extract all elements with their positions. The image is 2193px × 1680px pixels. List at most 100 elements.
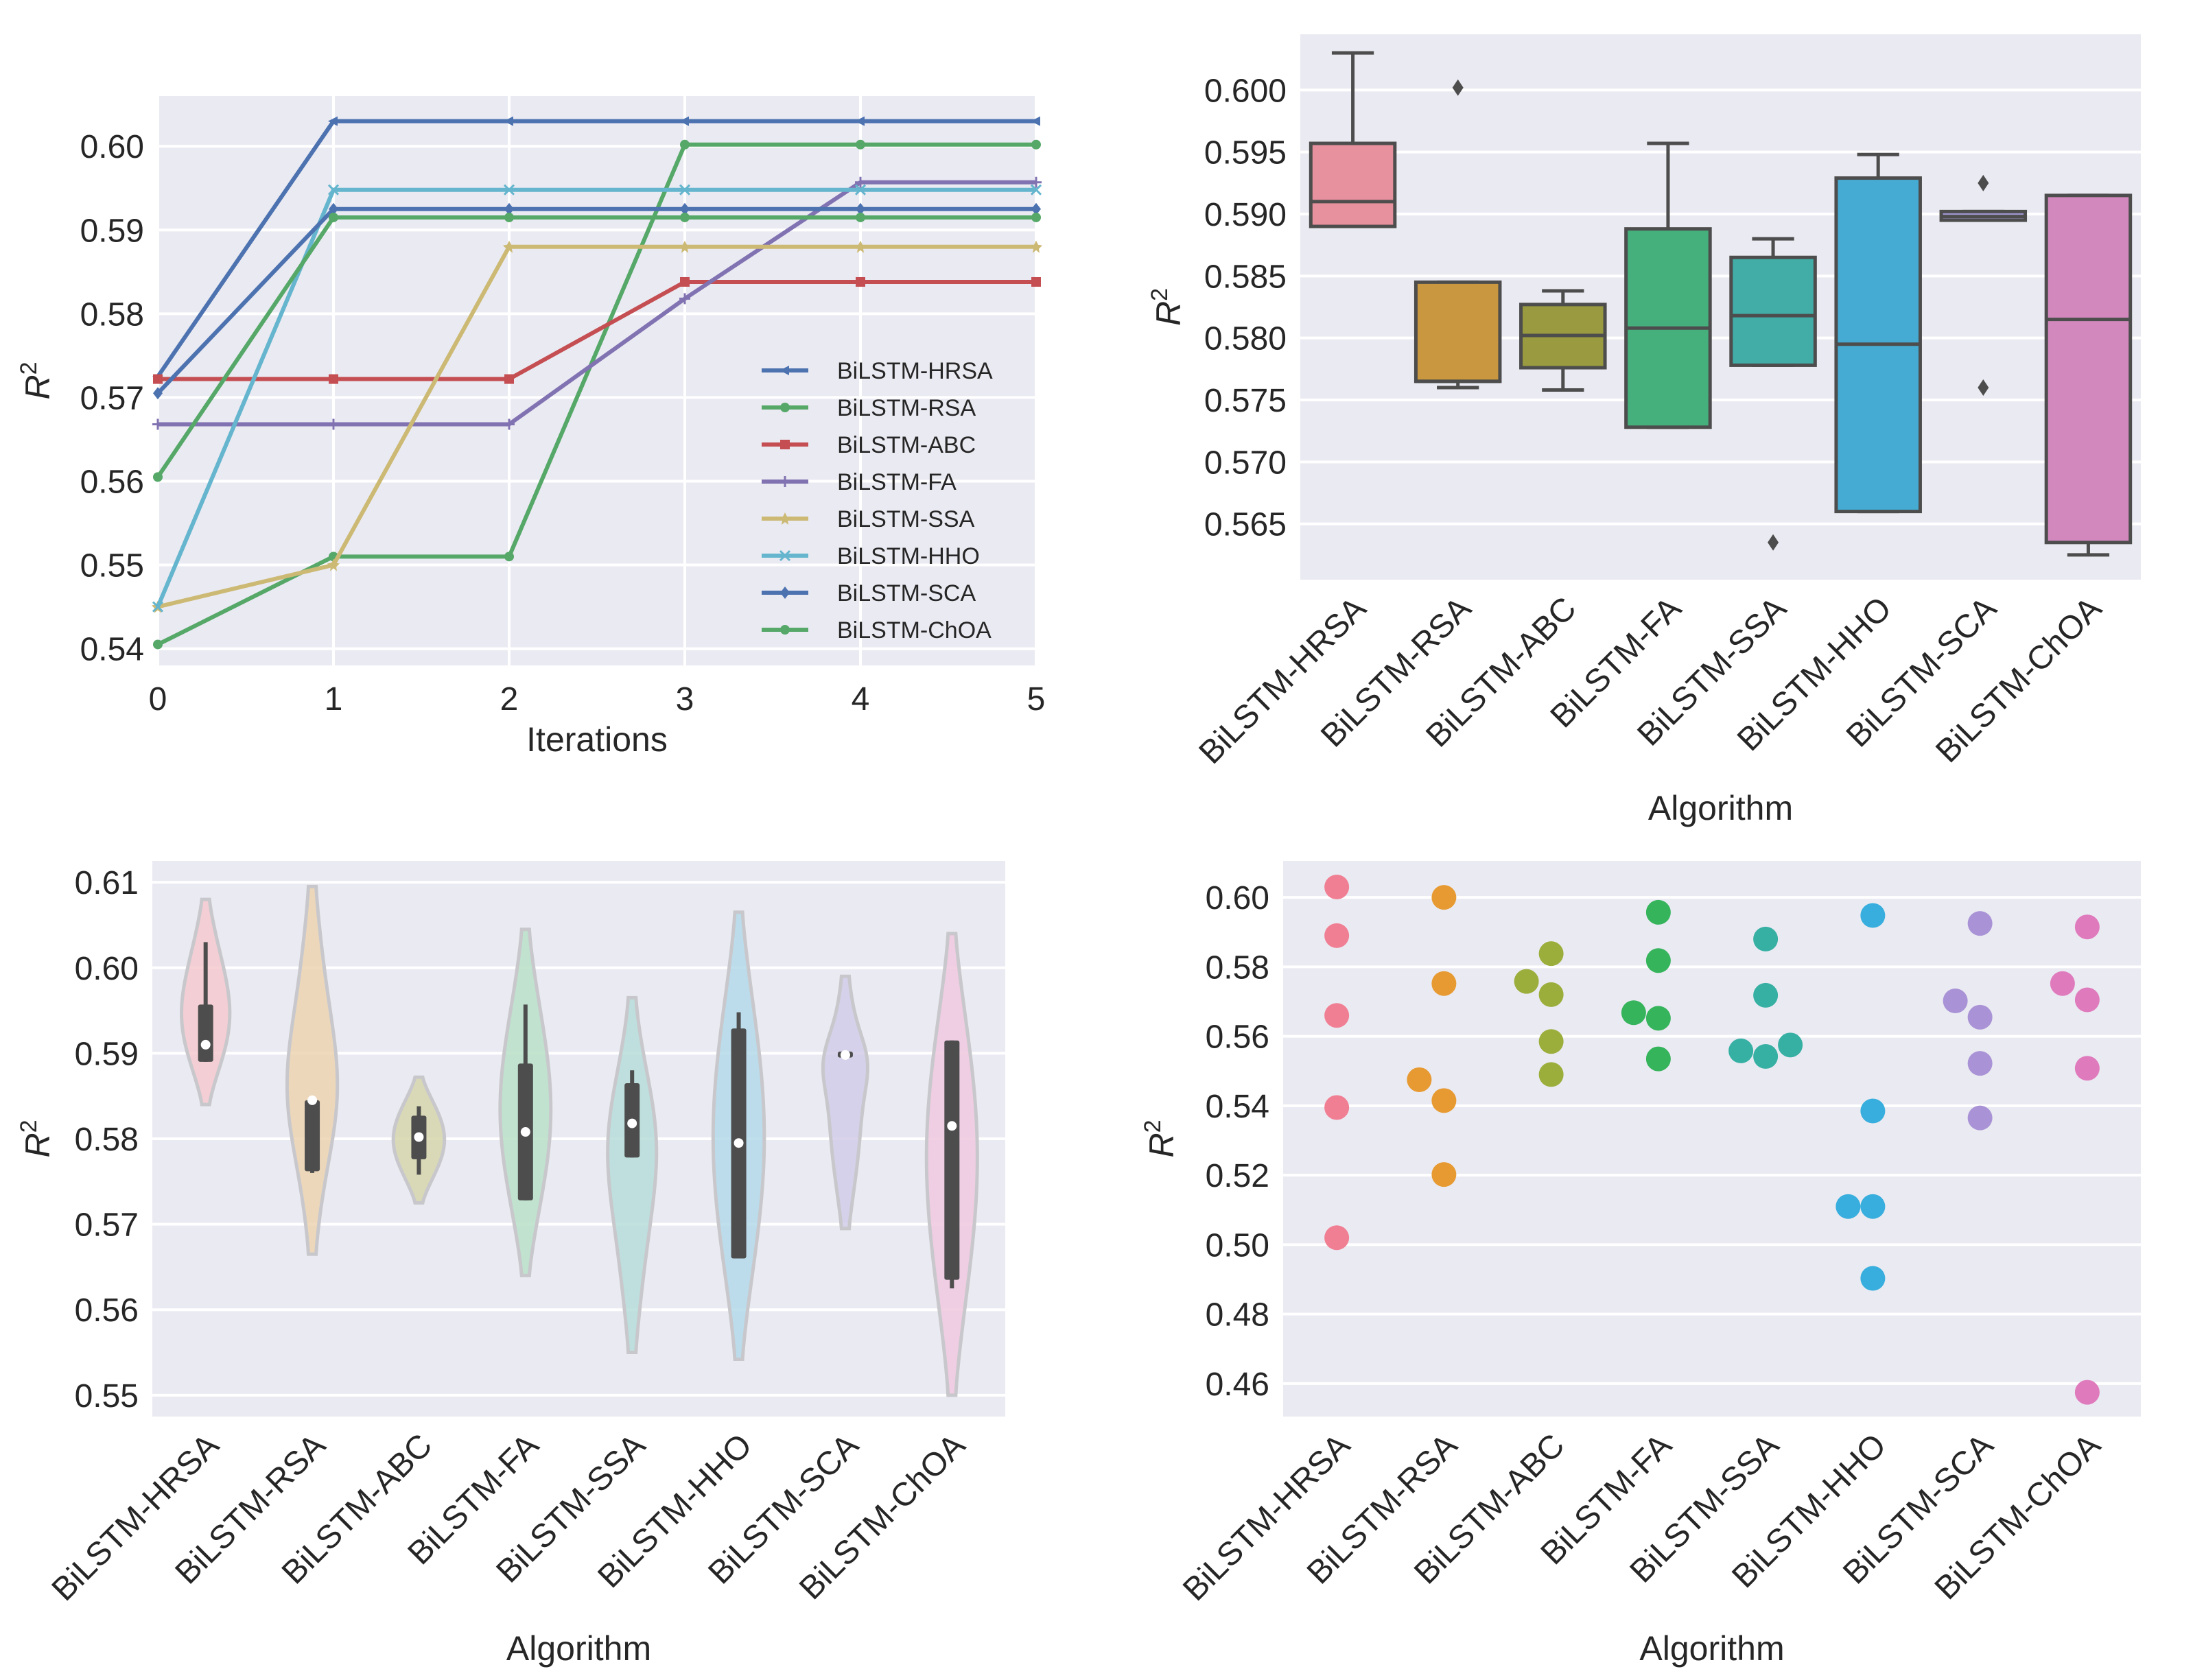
data-point bbox=[1431, 885, 1457, 910]
violin-body bbox=[821, 974, 869, 1231]
series-line bbox=[156, 206, 1036, 395]
violin-iqr-box bbox=[305, 1100, 320, 1172]
data-point bbox=[1645, 1046, 1671, 1072]
data-point bbox=[2074, 987, 2100, 1013]
data-point bbox=[1030, 184, 1042, 196]
y-tick-label: 0.60 bbox=[75, 951, 139, 987]
outlier-marker bbox=[1452, 79, 1464, 96]
box-body bbox=[1414, 280, 1502, 383]
data-point bbox=[504, 418, 515, 430]
y-tick-label: 0.56 bbox=[1206, 1019, 1269, 1056]
points-bilstm-hho bbox=[1836, 903, 1886, 1291]
data-point bbox=[856, 276, 865, 287]
x-axis-label: Algorithm bbox=[1648, 789, 1793, 827]
violin-bilstm-fa bbox=[498, 927, 553, 1277]
series-line bbox=[157, 244, 1036, 609]
median-dot bbox=[307, 1095, 318, 1105]
violin-body bbox=[285, 884, 340, 1256]
y-tick-label: 0.61 bbox=[75, 865, 139, 901]
y-tick-label: 0.600 bbox=[1204, 73, 1287, 109]
y-axis-label: R2 bbox=[16, 362, 57, 399]
data-point bbox=[153, 387, 163, 400]
y-tick-label: 0.565 bbox=[1204, 507, 1287, 543]
data-point bbox=[1645, 1006, 1671, 1031]
data-point bbox=[1645, 899, 1671, 925]
data-point bbox=[2074, 1380, 2100, 1405]
points-bilstm-sca bbox=[1943, 911, 1993, 1131]
data-point bbox=[680, 276, 690, 287]
violin-iqr-box bbox=[198, 1004, 213, 1062]
data-point bbox=[1860, 903, 1886, 928]
y-tick-label: 0.60 bbox=[1206, 880, 1269, 916]
box-bilstm-choa bbox=[2044, 193, 2133, 557]
box-bilstm-rsa bbox=[1414, 79, 1502, 390]
legend-marker bbox=[779, 476, 790, 487]
data-point bbox=[1728, 1038, 1754, 1063]
y-tick-label: 0.54 bbox=[1206, 1089, 1269, 1125]
y-tick-label: 0.58 bbox=[75, 1122, 139, 1158]
y-tick-label: 0.57 bbox=[75, 1207, 139, 1244]
series-line bbox=[158, 180, 1036, 427]
data-point bbox=[1324, 874, 1350, 899]
y-tick-label: 0.59 bbox=[80, 213, 144, 249]
median-dot bbox=[840, 1050, 850, 1060]
outlier-marker bbox=[1978, 174, 1989, 191]
data-point bbox=[328, 116, 338, 126]
y-tick-label: 0.585 bbox=[1204, 259, 1287, 295]
box-bilstm-ssa bbox=[1729, 237, 1817, 551]
data-point bbox=[327, 184, 340, 196]
series-line bbox=[158, 279, 1036, 381]
violin-bilstm-hrsa bbox=[180, 897, 232, 1107]
data-point bbox=[1538, 982, 1564, 1007]
data-point bbox=[1324, 1225, 1350, 1251]
data-point bbox=[504, 212, 514, 222]
y-axis-label: R2 bbox=[1140, 1120, 1181, 1157]
algorithm-box-plot: 0.565 0.570 0.575 0.580 0.585 0.590 0.595 0.600… bbox=[1147, 34, 2141, 827]
data-point bbox=[1031, 139, 1041, 150]
legend-label: BiLSTM-RSA bbox=[837, 395, 976, 421]
box-body bbox=[2044, 193, 2133, 545]
data-point bbox=[680, 202, 690, 215]
x-axis-label: Algorithm bbox=[1639, 1629, 1784, 1668]
points-bilstm-hrsa bbox=[1324, 874, 1350, 1251]
box-body bbox=[1309, 141, 1397, 228]
data-point bbox=[1967, 911, 1993, 936]
data-point bbox=[1860, 1194, 1886, 1219]
y-tick-label: 0.48 bbox=[1206, 1297, 1269, 1334]
data-point bbox=[152, 418, 163, 430]
points-bilstm-rsa bbox=[1407, 885, 1457, 1187]
y-tick-label: 0.595 bbox=[1204, 135, 1287, 171]
x-tick-label: 3 bbox=[676, 681, 694, 718]
data-point bbox=[680, 212, 690, 222]
violin-bilstm-sca bbox=[821, 974, 869, 1231]
data-point bbox=[856, 202, 865, 215]
violin-body bbox=[606, 995, 659, 1355]
points-bilstm-ssa bbox=[1728, 926, 1803, 1069]
x-tick-label: 4 bbox=[852, 681, 870, 718]
data-point bbox=[1836, 1194, 1861, 1219]
data-point bbox=[1031, 212, 1041, 222]
data-point bbox=[1943, 989, 1968, 1014]
legend: BiLSTM-HRSA BiLSTM-RSA BiLSTM-ABC BiLSTM-FA… bbox=[762, 358, 993, 643]
data-point bbox=[504, 116, 513, 126]
data-point bbox=[1031, 116, 1040, 126]
data-point bbox=[153, 639, 163, 650]
violin-bilstm-choa bbox=[924, 932, 979, 1397]
data-point bbox=[504, 374, 514, 384]
box-bilstm-sca bbox=[1939, 174, 2028, 396]
data-point bbox=[504, 202, 514, 215]
x-tick-label: 1 bbox=[325, 681, 343, 718]
data-point bbox=[856, 212, 865, 222]
data-point bbox=[1324, 923, 1350, 948]
legend-marker bbox=[779, 512, 791, 525]
violin-iqr-box bbox=[944, 1040, 960, 1280]
data-point bbox=[1753, 926, 1779, 951]
legend-label: BiLSTM-SSA bbox=[837, 506, 975, 532]
data-point bbox=[1324, 1003, 1350, 1028]
outlier-marker bbox=[1978, 379, 1989, 396]
series-bilstm-sca bbox=[153, 202, 1041, 400]
algorithm-violin-plot: 0.550.560.570.580.590.600.61BiLSTM-HRSAB… bbox=[16, 861, 1005, 1668]
data-point bbox=[1431, 1088, 1457, 1113]
data-point bbox=[1031, 176, 1042, 188]
